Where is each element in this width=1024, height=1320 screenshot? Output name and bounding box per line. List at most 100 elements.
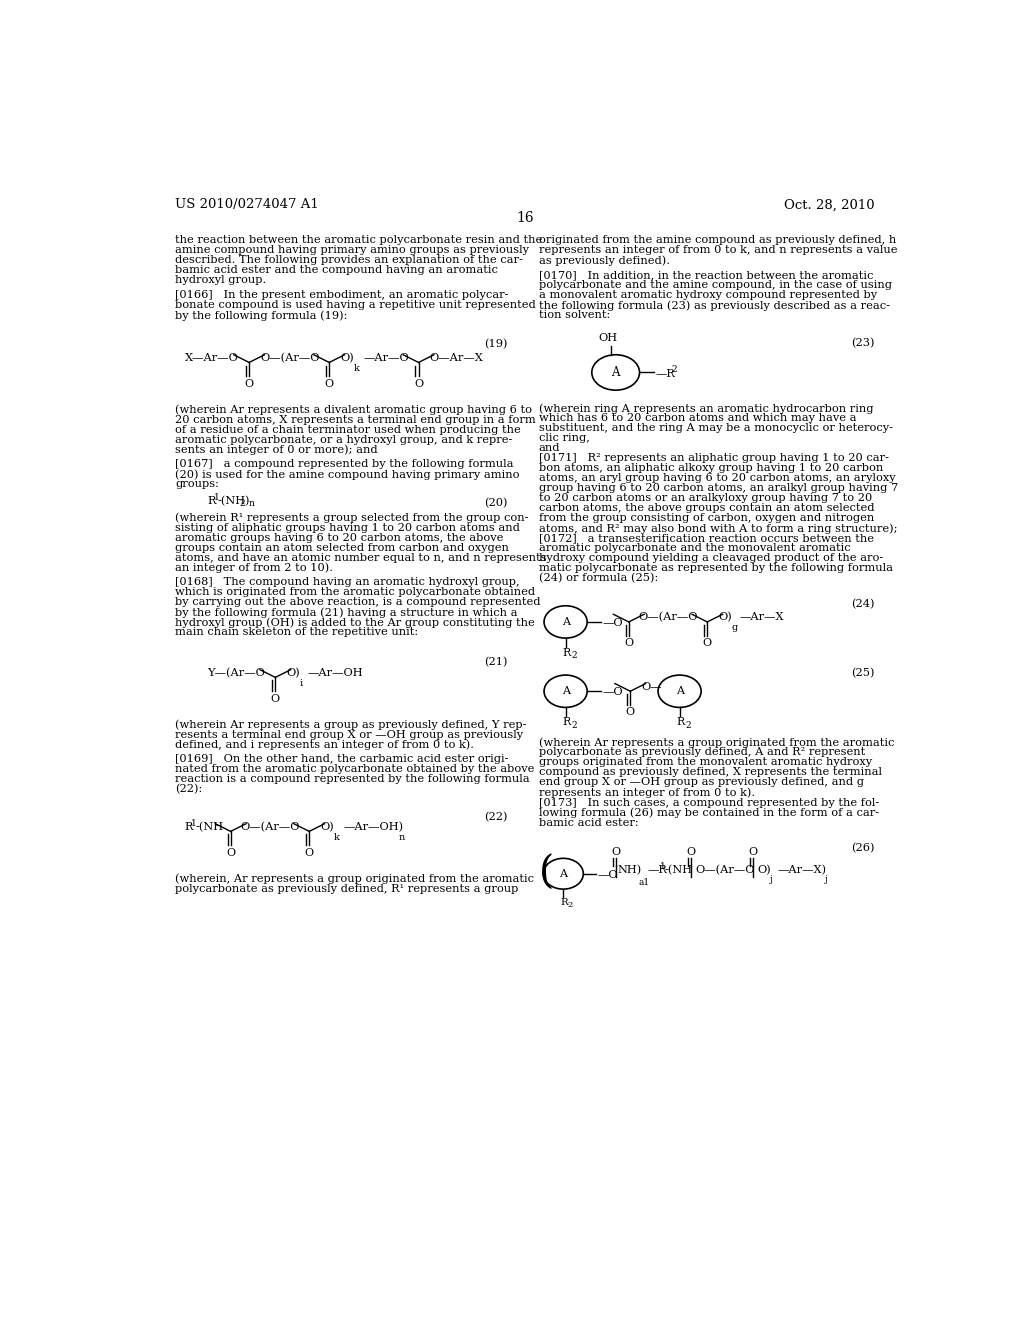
Text: 2: 2 — [571, 651, 578, 660]
Text: ): ) — [244, 496, 248, 506]
Text: [0169]   On the other hand, the carbamic acid ester origi-: [0169] On the other hand, the carbamic a… — [175, 755, 509, 764]
Text: O): O) — [758, 865, 771, 875]
Text: polycarbonate and the amine compound, in the case of using: polycarbonate and the amine compound, in… — [539, 280, 892, 290]
Text: 2: 2 — [571, 721, 578, 730]
Text: defined, and i represents an integer of from 0 to k).: defined, and i represents an integer of … — [175, 739, 474, 750]
Text: reaction is a compound represented by the following formula: reaction is a compound represented by th… — [175, 775, 529, 784]
Text: O: O — [414, 379, 423, 388]
Text: A: A — [676, 686, 684, 696]
Text: —Ar—O: —Ar—O — [364, 352, 409, 363]
Text: (wherein ring A represents an aromatic hydrocarbon ring: (wherein ring A represents an aromatic h… — [539, 404, 873, 414]
Text: —O: —O — [602, 688, 624, 697]
Text: (19): (19) — [484, 339, 508, 350]
Text: (22):: (22): — [175, 784, 203, 795]
Text: -(NH: -(NH — [665, 865, 693, 875]
Text: O: O — [245, 379, 254, 388]
Text: —Ar—OH): —Ar—OH) — [343, 821, 403, 832]
Text: (20) is used for the amine compound having primary amino: (20) is used for the amine compound havi… — [175, 470, 520, 480]
Text: tion solvent:: tion solvent: — [539, 310, 610, 319]
Text: to 20 carbon atoms or an aralkyloxy group having 7 to 20: to 20 carbon atoms or an aralkyloxy grou… — [539, 494, 871, 503]
Text: (wherein Ar represents a divalent aromatic group having 6 to: (wherein Ar represents a divalent aromat… — [175, 405, 532, 416]
Text: the reaction between the aromatic polycarbonate resin and the: the reaction between the aromatic polyca… — [175, 235, 543, 246]
Text: —O: —O — [602, 618, 624, 628]
Text: k: k — [334, 833, 340, 842]
Text: represents an integer of from 0 to k, and n represents a value: represents an integer of from 0 to k, an… — [539, 246, 897, 255]
Text: R: R — [560, 899, 568, 907]
Text: 2: 2 — [686, 721, 691, 730]
Text: —Ar—X): —Ar—X) — [777, 865, 826, 875]
Text: aromatic polycarbonate and the monovalent aromatic: aromatic polycarbonate and the monovalen… — [539, 544, 850, 553]
Text: aromatic polycarbonate, or a hydroxyl group, and k repre-: aromatic polycarbonate, or a hydroxyl gr… — [175, 434, 513, 445]
Text: carbon atoms, the above groups contain an atom selected: carbon atoms, the above groups contain a… — [539, 503, 874, 513]
Text: n: n — [398, 833, 404, 842]
Text: nated from the aromatic polycarbonate obtained by the above: nated from the aromatic polycarbonate ob… — [175, 764, 535, 775]
Text: [0166]   In the present embodiment, an aromatic polycar-: [0166] In the present embodiment, an aro… — [175, 290, 509, 300]
Text: [0173]   In such cases, a compound represented by the fol-: [0173] In such cases, a compound represe… — [539, 797, 879, 808]
Text: O): O) — [286, 668, 300, 678]
Text: O: O — [270, 693, 280, 704]
Text: O: O — [626, 708, 635, 717]
Text: aromatic groups having 6 to 20 carbon atoms, the above: aromatic groups having 6 to 20 carbon at… — [175, 533, 504, 543]
Text: and: and — [539, 444, 560, 453]
Text: atoms, and have an atomic number equal to n, and n represents: atoms, and have an atomic number equal t… — [175, 553, 547, 562]
Text: 2: 2 — [568, 902, 573, 909]
Text: i: i — [300, 678, 303, 688]
Text: bamic acid ester:: bamic acid ester: — [539, 817, 638, 828]
Text: R: R — [562, 648, 570, 659]
Text: compound as previously defined, X represents the terminal: compound as previously defined, X repres… — [539, 767, 882, 777]
Text: (24) or formula (25):: (24) or formula (25): — [539, 573, 657, 583]
Text: O: O — [304, 847, 313, 858]
Text: A: A — [561, 616, 569, 627]
Text: matic polycarbonate as represented by the following formula: matic polycarbonate as represented by th… — [539, 564, 893, 573]
Text: —R: —R — [648, 865, 668, 875]
Text: —Ar—X: —Ar—X — [739, 612, 784, 622]
Text: O—Ar—X: O—Ar—X — [429, 352, 483, 363]
Text: O): O) — [340, 352, 353, 363]
Text: (25): (25) — [851, 668, 874, 678]
Text: substituent, and the ring A may be a monocyclic or heterocy-: substituent, and the ring A may be a mon… — [539, 424, 893, 433]
Text: 16: 16 — [516, 211, 534, 224]
Text: A: A — [561, 686, 569, 696]
Text: O—(Ar—O: O—(Ar—O — [260, 352, 319, 363]
Text: (wherein, Ar represents a group originated from the aromatic: (wherein, Ar represents a group originat… — [175, 874, 535, 884]
Text: O—: O— — [641, 681, 662, 692]
Text: —Ar—OH: —Ar—OH — [307, 668, 364, 677]
Text: polycarbonate as previously defined, R¹ represents a group: polycarbonate as previously defined, R¹ … — [175, 884, 518, 894]
Text: polycarbonate as previously defined, A and R² represent: polycarbonate as previously defined, A a… — [539, 747, 865, 758]
Text: hydroxyl group (OH) is added to the Ar group constituting the: hydroxyl group (OH) is added to the Ar g… — [175, 618, 535, 628]
Text: 1: 1 — [660, 862, 666, 870]
Text: atoms, and R² may also bond with A to form a ring structure);: atoms, and R² may also bond with A to fo… — [539, 524, 897, 535]
Text: (26): (26) — [851, 843, 874, 853]
Text: -(NH: -(NH — [196, 821, 223, 832]
Text: X—Ar—O: X—Ar—O — [184, 352, 239, 363]
Text: hydroxy compound yielding a cleavaged product of the aro-: hydroxy compound yielding a cleavaged pr… — [539, 553, 883, 564]
Text: US 2010/0274047 A1: US 2010/0274047 A1 — [175, 198, 318, 211]
Text: g: g — [732, 623, 738, 632]
Text: O: O — [611, 847, 621, 857]
Text: represents an integer of from 0 to k).: represents an integer of from 0 to k). — [539, 788, 755, 799]
Text: by the following formula (19):: by the following formula (19): — [175, 310, 347, 321]
Text: 1: 1 — [190, 820, 197, 828]
Text: R: R — [208, 496, 216, 506]
Text: originated from the amine compound as previously defined, h: originated from the amine compound as pr… — [539, 235, 896, 246]
Text: 20 carbon atoms, X represents a terminal end group in a form: 20 carbon atoms, X represents a terminal… — [175, 414, 536, 425]
Text: (21): (21) — [484, 656, 508, 667]
Text: bon atoms, an aliphatic alkoxy group having 1 to 20 carbon: bon atoms, an aliphatic alkoxy group hav… — [539, 463, 883, 474]
Text: O: O — [749, 847, 758, 857]
Text: a1: a1 — [639, 878, 650, 887]
Text: [0168]   The compound having an aromatic hydroxyl group,: [0168] The compound having an aromatic h… — [175, 577, 520, 587]
Text: clic ring,: clic ring, — [539, 433, 590, 444]
Text: groups:: groups: — [175, 479, 219, 490]
Text: groups contain an atom selected from carbon and oxygen: groups contain an atom selected from car… — [175, 543, 509, 553]
Text: bonate compound is used having a repetitive unit represented: bonate compound is used having a repetit… — [175, 300, 536, 310]
Text: (: ( — [539, 855, 554, 892]
Text: by carrying out the above reaction, is a compound represented: by carrying out the above reaction, is a… — [175, 597, 541, 607]
Text: [0167]   a compound represented by the following formula: [0167] a compound represented by the fol… — [175, 459, 514, 470]
Text: OH: OH — [598, 333, 617, 343]
Text: O—(Ar—O: O—(Ar—O — [240, 821, 299, 832]
Text: R: R — [677, 718, 685, 727]
Text: (23): (23) — [851, 338, 874, 348]
Text: the following formula (23) as previously described as a reac-: the following formula (23) as previously… — [539, 300, 890, 310]
Text: [0171]   R² represents an aliphatic group having 1 to 20 car-: [0171] R² represents an aliphatic group … — [539, 453, 889, 463]
Text: described. The following provides an explanation of the car-: described. The following provides an exp… — [175, 256, 523, 265]
